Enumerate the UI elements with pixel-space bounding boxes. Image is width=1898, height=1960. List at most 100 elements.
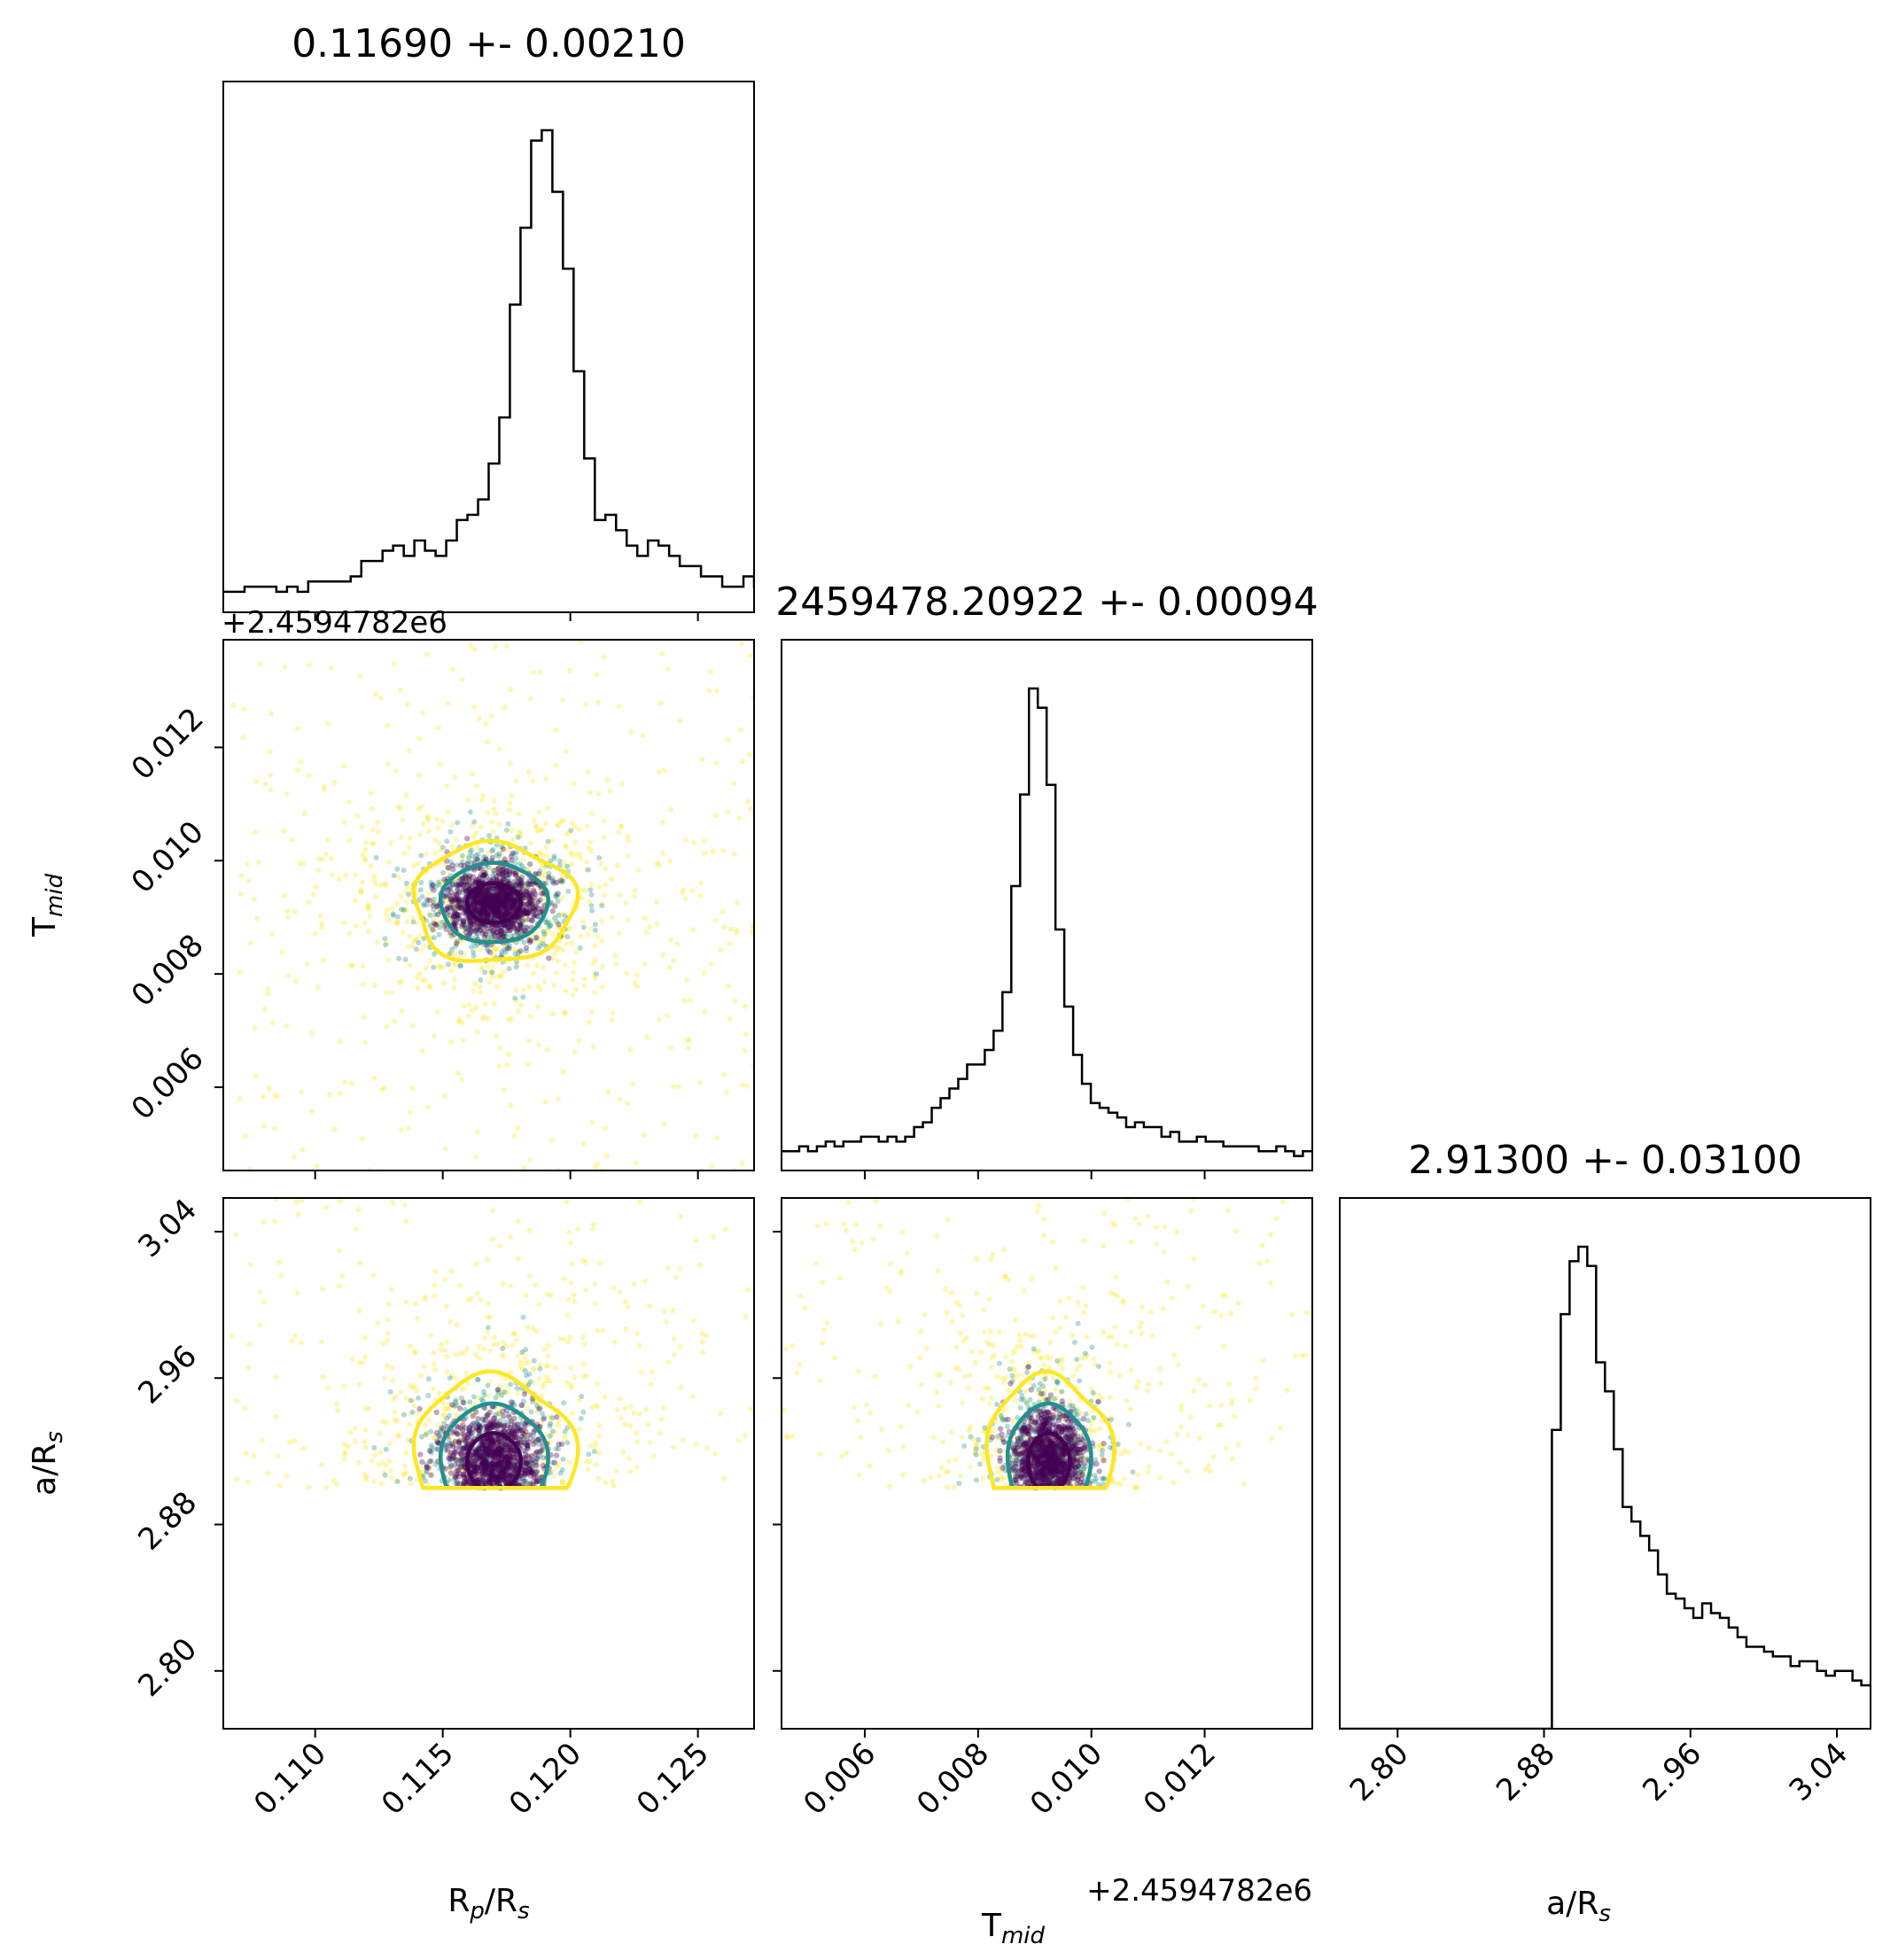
scatter-point — [427, 891, 432, 896]
scatter-point — [485, 1438, 491, 1444]
scatter-point — [509, 1015, 515, 1022]
scatter-point — [568, 1280, 574, 1287]
scatter-point — [461, 1474, 468, 1481]
scatter-point — [502, 905, 509, 911]
scatter-point — [282, 664, 288, 670]
scatter-point — [447, 893, 453, 899]
scatter-point — [389, 1365, 395, 1371]
scatter-point — [460, 1399, 466, 1405]
scatter-point — [686, 1036, 692, 1042]
scatter-point — [487, 901, 493, 907]
scatter-point — [242, 1133, 248, 1139]
scatter-point — [451, 1428, 457, 1435]
scatter-point — [516, 1256, 521, 1262]
scatter-point — [496, 895, 503, 902]
scatter-point — [490, 907, 496, 914]
scatter-point — [399, 1008, 405, 1015]
scatter-point — [447, 1443, 454, 1449]
scatter-point — [1108, 1415, 1115, 1421]
scatter-point — [484, 1412, 491, 1419]
scatter-point — [478, 909, 484, 915]
scatter-point — [496, 895, 503, 901]
scatter-point — [491, 1439, 497, 1446]
scatter-point — [990, 1252, 996, 1257]
scatter-point — [455, 1431, 461, 1437]
scatter-point — [331, 1478, 337, 1483]
scatter-point — [522, 1472, 528, 1479]
scatter-point — [1107, 1360, 1113, 1366]
scatter-point — [494, 1460, 502, 1466]
scatter-point — [1015, 1444, 1021, 1451]
scatter-point — [362, 840, 369, 846]
scatter-point — [595, 1475, 602, 1482]
scatter-point — [576, 826, 582, 832]
scatter-point — [507, 925, 513, 931]
scatter-point — [525, 1461, 532, 1467]
scatter-point — [427, 958, 433, 964]
scatter-point — [509, 895, 515, 901]
scatter-point — [972, 1450, 978, 1456]
scatter-point — [508, 1457, 514, 1463]
scatter-point — [1101, 1329, 1107, 1335]
scatter-point — [476, 1455, 483, 1461]
scatter-point — [485, 1451, 491, 1458]
scatter-point — [309, 1031, 315, 1036]
scatter-point — [458, 1463, 464, 1469]
scatter-point — [562, 913, 568, 919]
scatter-point — [500, 1477, 506, 1483]
scatter-point — [473, 876, 480, 883]
scatter-point — [418, 887, 424, 893]
scatter-point — [1036, 1348, 1042, 1354]
scatter-point — [480, 909, 486, 916]
scatter-point — [484, 945, 490, 952]
scatter-point — [530, 913, 537, 919]
scatter-point — [1057, 1325, 1063, 1331]
scatter-point — [492, 1465, 498, 1472]
scatter-point — [562, 1010, 568, 1016]
scatter-point — [525, 881, 531, 887]
scatter-point — [462, 922, 468, 929]
scatter-point — [503, 1466, 510, 1472]
scatter-point — [562, 1433, 568, 1439]
scatter-point — [595, 1433, 602, 1439]
scatter-point — [447, 896, 455, 903]
scatter-point — [563, 863, 569, 869]
scatter-point — [632, 893, 637, 899]
scatter-point — [503, 899, 510, 906]
scatter-point — [486, 891, 492, 897]
scatter-point — [422, 1296, 428, 1303]
scatter-point — [1049, 1478, 1055, 1484]
scatter-point — [502, 902, 510, 909]
scatter-point — [1293, 1353, 1298, 1359]
scatter-point — [545, 838, 551, 844]
scatter-point — [631, 1281, 637, 1287]
scatter-point — [504, 1459, 510, 1466]
scatter-point — [502, 891, 509, 898]
scatter-point — [467, 850, 473, 855]
scatter-point — [483, 869, 489, 875]
scatter-point — [502, 911, 509, 917]
scatter-point — [546, 924, 552, 930]
scatter-point — [475, 1466, 481, 1472]
scatter-point — [492, 1476, 498, 1482]
scatter-point — [531, 898, 537, 904]
scatter-point — [487, 1473, 494, 1479]
scatter-point — [538, 1453, 544, 1459]
scatter-point — [1106, 1334, 1112, 1341]
scatter-point — [1009, 1379, 1015, 1384]
scatter-point — [477, 889, 483, 895]
scatter-point — [490, 1442, 496, 1448]
scatter-point — [492, 912, 498, 918]
scatter-point — [460, 875, 466, 881]
scatter-point — [732, 998, 738, 1004]
scatter-point — [465, 1430, 471, 1436]
scatter-point — [487, 895, 494, 901]
scatter-point — [482, 1438, 488, 1444]
scatter-point — [489, 848, 495, 854]
scatter-point — [455, 820, 461, 826]
scatter-point — [1066, 1440, 1072, 1446]
scatter-point — [934, 1233, 940, 1239]
scatter-point — [503, 827, 510, 833]
scatter-point — [475, 1415, 481, 1422]
scatter-point — [513, 1430, 520, 1436]
